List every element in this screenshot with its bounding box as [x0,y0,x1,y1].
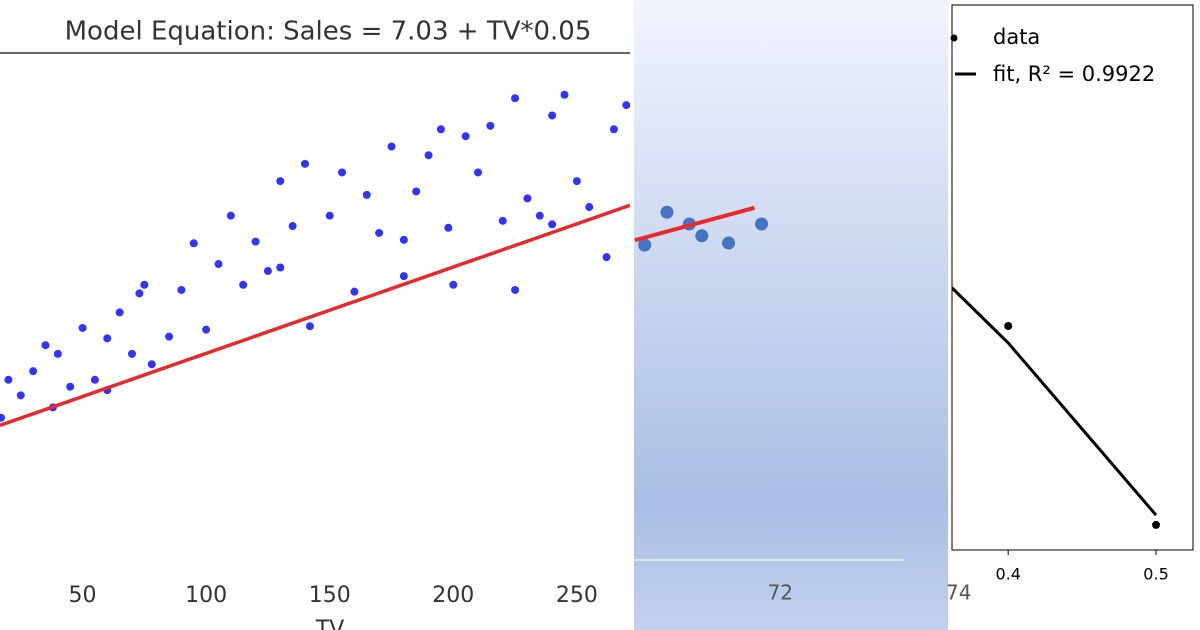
data-point [660,205,674,219]
data-point [202,325,211,334]
x-axis-label: TV [315,617,345,630]
data-point [16,391,25,400]
data-point [399,272,408,281]
plot-area [634,205,769,252]
x-tick-label: 50 [69,583,97,608]
data-point [41,341,50,350]
chart-title: Model Equation: Sales = 7.03 + TV*0.05 [65,17,592,47]
data-point [560,90,569,99]
x-tick-label: 250 [556,583,598,608]
data-point [350,287,359,296]
data-point [473,168,482,177]
plot-area [0,90,630,428]
data-point [66,382,75,391]
data-point [135,289,144,298]
data-point [276,177,285,186]
data-point [53,349,62,358]
data-point [449,280,458,289]
data-point [0,413,5,422]
data-point [4,375,13,384]
data-point [375,228,384,237]
data-point [399,235,408,244]
data-point [412,187,421,196]
data-point [288,222,297,231]
data-point [486,121,495,130]
data-point [165,332,174,341]
data-point [147,360,156,369]
data-point [78,323,87,332]
data-point [239,280,248,289]
data-point [722,236,736,250]
data-point [362,190,371,199]
data-point [498,216,507,225]
data-point [115,308,124,317]
panel-background [634,0,948,630]
data-point [338,168,347,177]
data-point [585,203,594,212]
data-point [305,322,314,331]
legend-label: fit, R² = 0.9922 [993,62,1155,86]
data-point [1152,520,1161,529]
data-point [444,223,453,232]
data-point [90,375,99,384]
data-point [325,211,334,220]
plot-frame [951,4,1194,551]
data-point [300,159,309,168]
data-point [29,367,38,376]
data-point [127,349,136,358]
fit-line [0,203,630,428]
x-tick-label: 74 [946,581,971,605]
data-point [387,142,396,151]
data-point [214,260,223,269]
x-tick-label: 72 [768,581,793,605]
data-point [609,125,618,134]
data-point [535,211,544,220]
data-point [622,101,630,110]
fit-line [634,205,755,243]
legend-marker [950,34,958,42]
data-point [572,177,581,186]
data-point [263,266,272,275]
data-point [638,238,652,252]
x-tick-label: 150 [309,583,351,608]
data-point [103,334,112,343]
data-point [436,125,445,134]
data-point [602,253,611,262]
data-point [140,280,149,289]
data-point [548,111,557,120]
legend: data fit, R² = 0.9922 [950,25,1155,86]
data-point [523,194,532,203]
data-point [177,285,186,294]
x-tick-label: 100 [185,583,227,608]
data-point [461,132,470,141]
fit-line [952,286,1158,517]
data-point [226,211,235,220]
data-point [276,263,285,272]
data-point [251,237,260,246]
x-tick-label: 0.5 [1143,565,1168,584]
data-point [189,239,198,248]
data-point [511,94,520,103]
data-point [755,217,769,231]
legend-label: data [993,25,1040,49]
data-point [1004,322,1013,331]
data-point [695,229,709,243]
x-tick-label: 0.4 [995,565,1020,584]
data-point [511,285,520,294]
data-point [548,220,557,229]
plot-area [952,286,1161,529]
x-tick-label: 200 [432,583,474,608]
data-point [424,151,433,160]
